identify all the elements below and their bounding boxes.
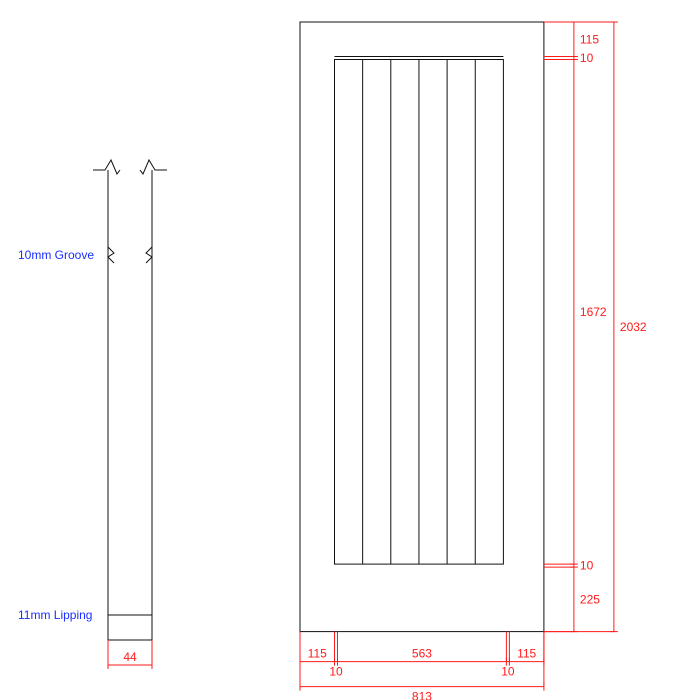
svg-text:115: 115 (580, 32, 599, 46)
svg-text:44: 44 (123, 650, 137, 664)
svg-text:115: 115 (308, 647, 327, 661)
svg-text:10: 10 (501, 665, 515, 679)
svg-text:10: 10 (580, 559, 594, 573)
svg-text:10: 10 (580, 51, 594, 65)
svg-text:10mm Groove: 10mm Groove (18, 248, 94, 262)
svg-text:115: 115 (517, 647, 536, 661)
svg-text:813: 813 (412, 690, 432, 700)
svg-text:1672: 1672 (580, 305, 607, 319)
svg-text:225: 225 (580, 592, 600, 606)
svg-text:11mm Lipping: 11mm Lipping (18, 608, 92, 622)
svg-text:10: 10 (329, 665, 343, 679)
door-technical-drawing: 10mm Groove11mm Lipping44115101672102252… (0, 0, 700, 700)
svg-text:2032: 2032 (620, 320, 647, 334)
svg-text:563: 563 (412, 647, 432, 661)
